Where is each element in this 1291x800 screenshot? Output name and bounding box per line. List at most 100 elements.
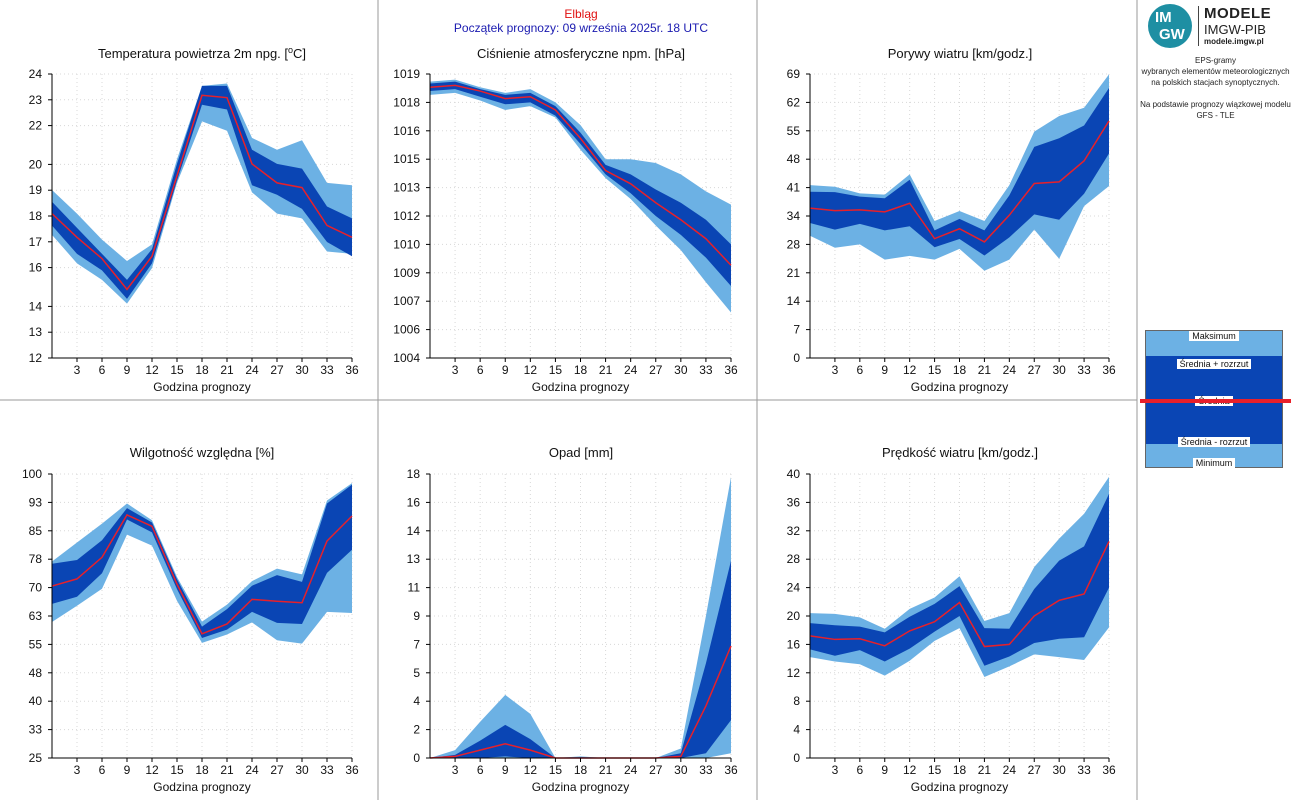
x-tick-label: 33	[320, 363, 334, 377]
y-tick-label: 69	[787, 67, 801, 81]
x-tick-label: 36	[724, 763, 738, 777]
imgw-logo: IM GW MODELE IMGW-PIB modele.imgw.pl	[1148, 4, 1288, 48]
x-tick-label: 24	[245, 763, 259, 777]
band-min-max	[430, 477, 731, 758]
y-tick-label: 1012	[393, 209, 420, 223]
logo-im: IM	[1155, 9, 1172, 26]
y-tick-label: 62	[787, 95, 801, 109]
description-line: wybranych elementów meteorologicznych	[1141, 67, 1290, 76]
x-tick-label: 33	[1077, 763, 1091, 777]
y-tick-label: 1013	[393, 181, 420, 195]
x-tick-label: 6	[856, 763, 863, 777]
band-mean-spread	[52, 484, 352, 638]
x-tick-label: 36	[345, 763, 359, 777]
y-tick-label: 32	[787, 524, 801, 538]
y-tick-label: 16	[29, 261, 43, 275]
legend-mean-minus-label: Średnia - rozrzut	[1146, 437, 1282, 447]
x-tick-label: 27	[1028, 363, 1042, 377]
x-tick-label: 15	[549, 363, 563, 377]
x-tick-label: 27	[649, 363, 663, 377]
y-tick-label: 55	[787, 124, 801, 138]
x-tick-label: 3	[74, 763, 81, 777]
band-mean-spread	[810, 87, 1109, 256]
band-mean-spread	[810, 493, 1109, 666]
y-tick-label: 1009	[393, 266, 420, 280]
chart-title: Wilgotność względna [%]	[130, 445, 275, 460]
brand-url[interactable]: modele.imgw.pl	[1204, 37, 1264, 46]
x-tick-label: 21	[599, 363, 613, 377]
x-tick-label: 30	[1052, 763, 1066, 777]
y-tick-label: 78	[29, 552, 43, 566]
y-tick-label: 33	[29, 723, 43, 737]
x-tick-label: 6	[99, 763, 106, 777]
band-mean-spread	[430, 560, 731, 758]
x-tick-label: 36	[345, 363, 359, 377]
y-tick-label: 23	[29, 93, 43, 107]
y-tick-label: 1016	[393, 124, 420, 138]
x-tick-label: 12	[524, 763, 538, 777]
y-tick-label: 19	[29, 183, 43, 197]
y-tick-label: 5	[413, 666, 420, 680]
x-tick-label: 18	[953, 363, 967, 377]
x-tick-label: 18	[195, 763, 209, 777]
x-tick-label: 18	[953, 763, 967, 777]
forecast-start: Początek prognozy: 09 września 2025r. 18…	[454, 21, 708, 35]
y-tick-label: 70	[29, 581, 43, 595]
x-tick-label: 15	[928, 363, 942, 377]
y-tick-label: 4	[793, 723, 800, 737]
x-tick-label: 18	[574, 763, 588, 777]
y-tick-label: 36	[787, 495, 801, 509]
x-axis-label: Godzina prognozy	[911, 780, 1008, 794]
y-tick-label: 41	[787, 181, 801, 195]
x-tick-label: 15	[549, 763, 563, 777]
x-tick-label: 3	[832, 363, 839, 377]
y-tick-label: 55	[29, 637, 43, 651]
y-tick-label: 24	[787, 581, 801, 595]
mean-line	[51, 94, 353, 291]
y-tick-label: 4	[413, 694, 420, 708]
y-tick-label: 1015	[393, 152, 420, 166]
x-axis-label: Godzina prognozy	[911, 380, 1008, 394]
y-tick-label: 40	[787, 467, 801, 481]
x-tick-label: 36	[1102, 363, 1116, 377]
station-name: Elbląg	[564, 7, 597, 21]
x-tick-label: 9	[502, 363, 509, 377]
y-tick-label: 85	[29, 524, 43, 538]
y-tick-label: 100	[22, 467, 42, 481]
y-tick-label: 12	[29, 351, 43, 365]
description-line: GFS - TLE	[1196, 111, 1235, 120]
mean-line	[51, 513, 353, 635]
x-tick-label: 15	[170, 763, 184, 777]
x-tick-label: 21	[978, 763, 992, 777]
description-line: Na podstawie prognozy wiązkowej modelu	[1140, 100, 1291, 109]
x-tick-label: 18	[574, 363, 588, 377]
x-tick-label: 12	[524, 363, 538, 377]
x-axis-label: Godzina prognozy	[532, 780, 629, 794]
y-tick-label: 40	[29, 694, 43, 708]
y-tick-label: 48	[29, 666, 43, 680]
brand-subtitle: IMGW-PIB	[1204, 22, 1266, 37]
x-tick-label: 6	[856, 363, 863, 377]
y-tick-label: 93	[29, 495, 43, 509]
x-tick-label: 12	[145, 363, 159, 377]
x-tick-label: 9	[124, 363, 131, 377]
x-tick-label: 21	[599, 763, 613, 777]
x-tick-label: 27	[649, 763, 663, 777]
mean-line	[429, 84, 732, 266]
y-tick-label: 28	[787, 237, 801, 251]
chart-panel: Porywy wiatru [km/godz.] 0 7 14 21 28 34 41 48 55…	[787, 46, 1116, 394]
chart-panel: Prędkość wiatru [km/godz.] 0 4 8 12 16 20 24 28 3…	[787, 445, 1116, 794]
band-min-max	[430, 79, 731, 313]
x-tick-label: 36	[1102, 763, 1116, 777]
y-tick-label: 18	[29, 209, 43, 223]
x-tick-label: 9	[124, 763, 131, 777]
chart-title: Temperatura powietrza 2m npg. [oC]	[98, 45, 306, 61]
eps-gram-canvas: Elbląg Początek prognozy: 09 września 20…	[0, 0, 1138, 800]
y-tick-label: 14	[407, 524, 421, 538]
x-axis-label: Godzina prognozy	[153, 380, 250, 394]
y-tick-label: 8	[793, 694, 800, 708]
legend-mean-plus-label: Średnia + rozrzut	[1146, 359, 1282, 369]
x-tick-label: 24	[1003, 763, 1017, 777]
x-tick-label: 6	[477, 763, 484, 777]
chart-panel: Temperatura powietrza 2m npg. [oC] 12 13 14…	[29, 45, 359, 394]
